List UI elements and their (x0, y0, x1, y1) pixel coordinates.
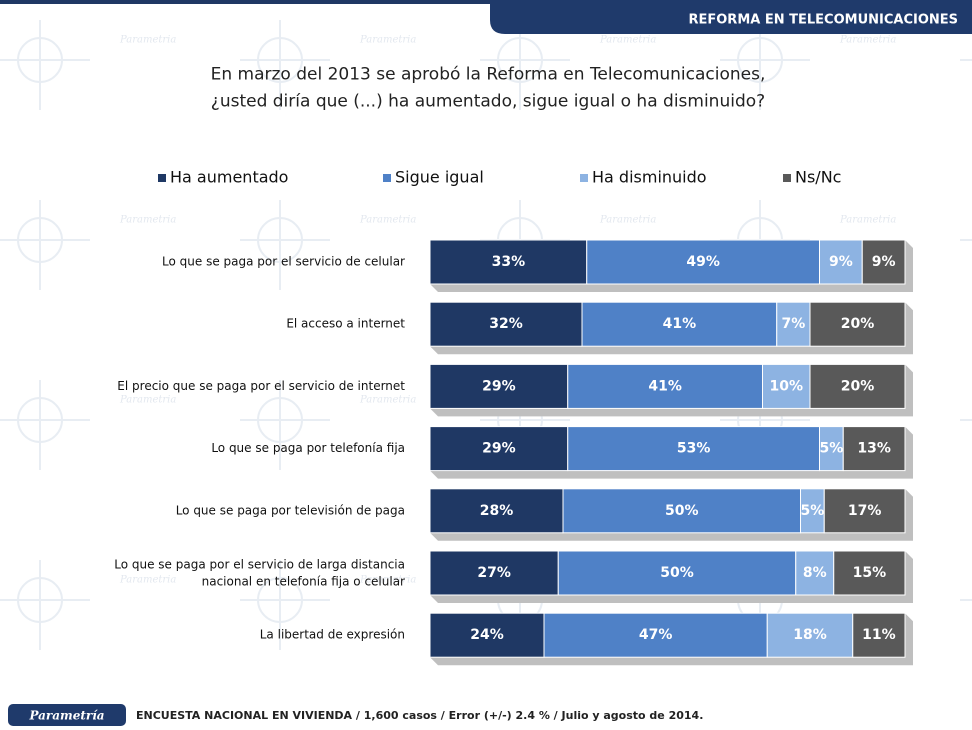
value-label: 53% (677, 441, 711, 457)
value-label: 41% (648, 378, 682, 394)
bar-depth (430, 364, 913, 417)
category-label: El acceso a internet (286, 317, 405, 331)
bar-segment (429, 301, 583, 347)
bar-depth (430, 302, 913, 355)
value-label: 33% (492, 254, 526, 270)
legend-swatch (383, 174, 391, 182)
legend-swatch (783, 174, 791, 182)
value-label: 13% (857, 441, 891, 457)
bar-segment (766, 612, 854, 658)
value-label: 49% (686, 254, 720, 270)
bar-segment (762, 363, 811, 409)
bar-segment (852, 612, 906, 658)
value-label: 27% (477, 565, 511, 581)
bar-segment (823, 488, 906, 534)
bar-segment (429, 363, 569, 409)
header-band (490, 0, 972, 34)
category-label: Lo que se paga por el servicio de celula… (162, 255, 405, 269)
value-label: 50% (665, 503, 699, 519)
value-label: 7% (781, 316, 805, 332)
bar-segment (567, 363, 763, 409)
header-section: REFORMA EN TELECOMUNICACIONES (688, 13, 958, 28)
legend-label: Ha aumentado (170, 168, 288, 187)
top-rule (0, 0, 500, 4)
category-label: La libertad de expresión (260, 628, 405, 642)
value-label: 20% (841, 316, 875, 332)
value-label: 9% (829, 254, 853, 270)
value-label: 17% (848, 503, 882, 519)
value-label: 29% (482, 378, 516, 394)
bar-segment (429, 488, 564, 534)
category-label: Lo que se paga por el servicio de larga … (114, 557, 405, 588)
value-label: 50% (660, 565, 694, 581)
bar-depth (430, 240, 913, 292)
legend-swatch (158, 174, 166, 182)
bar-segment (562, 488, 801, 534)
brand: Parametría (28, 709, 104, 723)
value-label: 28% (480, 503, 514, 519)
legend-label: Ha disminuido (592, 168, 707, 187)
value-label: 8% (803, 565, 827, 581)
bar-segment (429, 426, 569, 472)
value-label: 47% (639, 627, 673, 643)
value-label: 15% (853, 565, 887, 581)
bar-depth (430, 551, 913, 603)
brand-badge (8, 704, 126, 726)
value-label: 20% (841, 378, 875, 394)
value-label: 10% (769, 378, 803, 394)
bar-segment (567, 426, 820, 472)
category-label: Lo que se paga por televisión de paga (176, 503, 405, 517)
value-label: 41% (663, 316, 697, 332)
bar-depth (430, 613, 913, 666)
footer-note: ENCUESTA NACIONAL EN VIVIENDA / 1,600 ca… (136, 709, 703, 722)
bar-segment (819, 239, 863, 285)
value-label: 32% (489, 316, 523, 332)
bar-segment (776, 301, 811, 347)
category-label: El precio que se paga por el servicio de… (117, 379, 405, 393)
bar-segment (833, 550, 906, 596)
value-label: 5% (819, 441, 843, 457)
value-label: 24% (470, 627, 504, 643)
legend-label: Ns/Nc (795, 168, 841, 187)
bar-segment (581, 301, 778, 347)
legend-label: Sigue igual (395, 168, 484, 187)
bar-depth (430, 426, 913, 479)
bar-segment (861, 239, 906, 285)
bar-segment (557, 550, 797, 596)
value-label: 29% (482, 441, 516, 457)
bar-segment (842, 426, 906, 472)
bar-depth (430, 488, 913, 541)
bar-segment (809, 363, 906, 409)
value-label: 9% (872, 254, 896, 270)
value-label: 18% (793, 627, 827, 643)
chart-title: En marzo del 2013 se aprobó la Reforma e… (211, 65, 766, 112)
value-label: 5% (800, 503, 824, 519)
bar-segment (795, 550, 835, 596)
value-label: 11% (862, 627, 896, 643)
bar-segment (809, 301, 906, 347)
category-label: Lo que se paga por telefonía fija (211, 441, 405, 455)
legend-swatch (580, 174, 588, 182)
